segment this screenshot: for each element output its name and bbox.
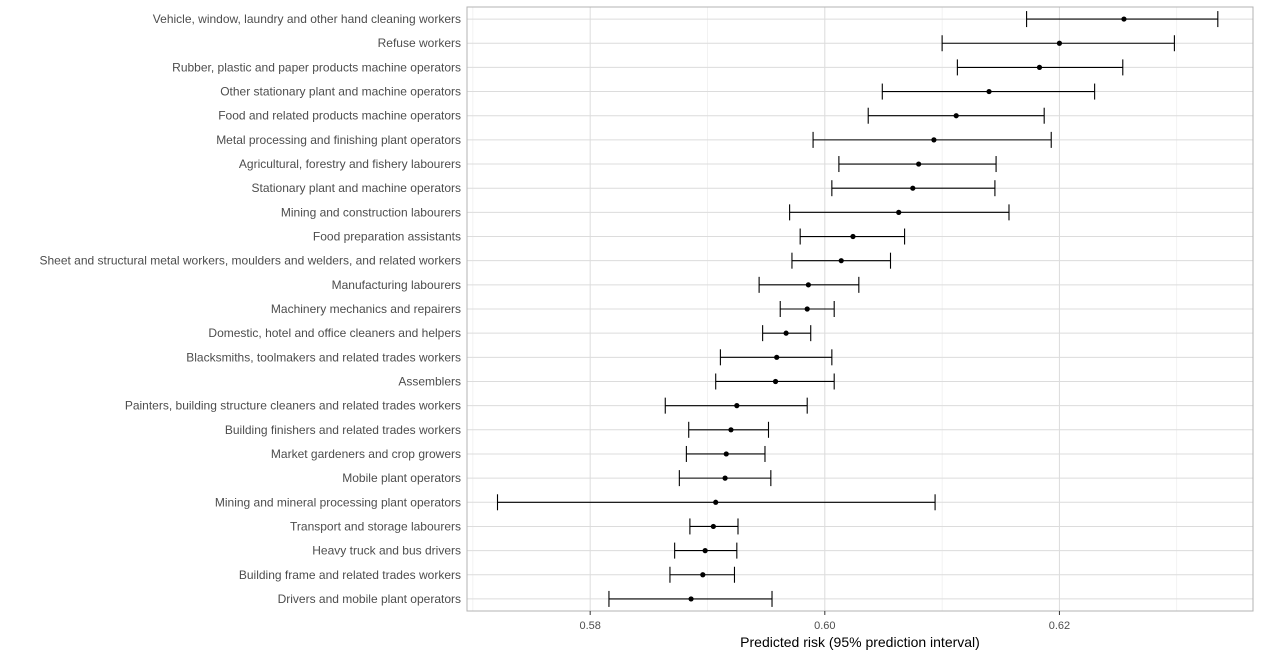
panel-border [466,6,1254,612]
category-label: Transport and storage labourers [290,519,461,533]
category-label: Food and related products machine operat… [218,109,461,123]
category-label: Market gardeners and crop growers [271,447,461,461]
category-label: Domestic, hotel and office cleaners and … [208,326,461,340]
x-axis-title: Predicted risk (95% prediction interval) [740,634,980,650]
estimate-point [896,209,902,215]
estimate-point [931,137,937,143]
category-label: Rubber, plastic and paper products machi… [172,60,461,74]
x-axis-tick-labels: 0.58 0.60 0.62 [579,611,1070,632]
estimate-point [804,306,810,312]
category-label: Stationary plant and machine operators [252,181,461,195]
estimate-point [910,185,916,191]
category-label: Food preparation assistants [313,230,461,244]
x-tick-label: 0.62 [1049,620,1070,632]
row-mark [881,83,1096,100]
estimate-point [783,330,789,336]
estimate-point [850,233,856,240]
estimate-point [734,403,740,409]
x-tick-label: 0.58 [579,620,600,632]
row-mark [779,301,835,317]
y-axis-category-labels: Vehicle, window, laundry and other hand … [39,12,461,606]
estimate-point [1121,16,1127,22]
category-label: Machinery mechanics and repairers [271,302,461,316]
row-mark [831,180,996,197]
error-bars [496,11,1219,607]
estimate-point [838,258,844,264]
row-mark [799,228,906,245]
row-mark [674,542,738,559]
estimate-point [772,378,779,385]
category-label: Building finishers and related trades wo… [225,423,461,437]
row-mark [1026,11,1219,28]
estimate-point [728,427,734,433]
estimate-point [723,451,729,457]
row-mark [941,35,1175,52]
row-mark [758,276,860,293]
row-mark [678,470,772,487]
category-label: Heavy truck and bus drivers [312,544,461,558]
estimate-point [722,475,728,481]
estimate-point [713,499,719,505]
row-mark [762,325,812,342]
estimate-point [805,282,811,288]
estimate-point [953,113,959,119]
row-mark [685,445,766,462]
row-mark [669,566,736,583]
estimate-point [700,572,706,578]
category-label: Other stationary plant and machine opera… [220,85,461,99]
category-label: Refuse workers [378,36,461,50]
row-mark [791,252,892,269]
category-label: Building frame and related trades worker… [239,568,461,582]
row-mark [715,373,835,390]
category-label: Drivers and mobile plant operators [278,592,461,606]
row-mark [664,397,808,414]
row-mark [956,59,1124,76]
row-mark [812,131,1052,148]
category-label: Metal processing and finishing plant ope… [216,133,461,147]
row-mark [719,349,833,366]
x-tick-label: 0.60 [814,620,835,632]
category-label: Vehicle, window, laundry and other hand … [153,12,461,26]
estimate-point [702,548,708,554]
estimate-point [1056,40,1063,46]
category-label: Mining and mineral processing plant oper… [215,495,461,509]
category-label: Painters, building structure cleaners an… [125,399,461,413]
category-label: Manufacturing labourers [332,278,461,292]
row-mark [867,107,1045,124]
category-label: Assemblers [398,374,461,388]
row-mark [789,204,1010,221]
estimate-point [916,161,922,167]
estimate-point [774,354,780,360]
estimate-point [688,596,694,602]
row-mark [688,421,770,438]
row-mark [608,590,773,607]
row-mark [496,494,936,511]
estimate-point [710,523,716,530]
row-mark [689,518,739,535]
category-label: Agricultural, forestry and fishery labou… [239,157,461,171]
estimate-point [1036,64,1043,70]
row-mark [838,156,997,173]
category-label: Mobile plant operators [342,471,461,485]
estimate-point [986,88,992,95]
category-label: Sheet and structural metal workers, moul… [39,254,461,268]
category-label: Blacksmiths, toolmakers and related trad… [186,350,461,364]
category-label: Mining and construction labourers [281,205,461,219]
